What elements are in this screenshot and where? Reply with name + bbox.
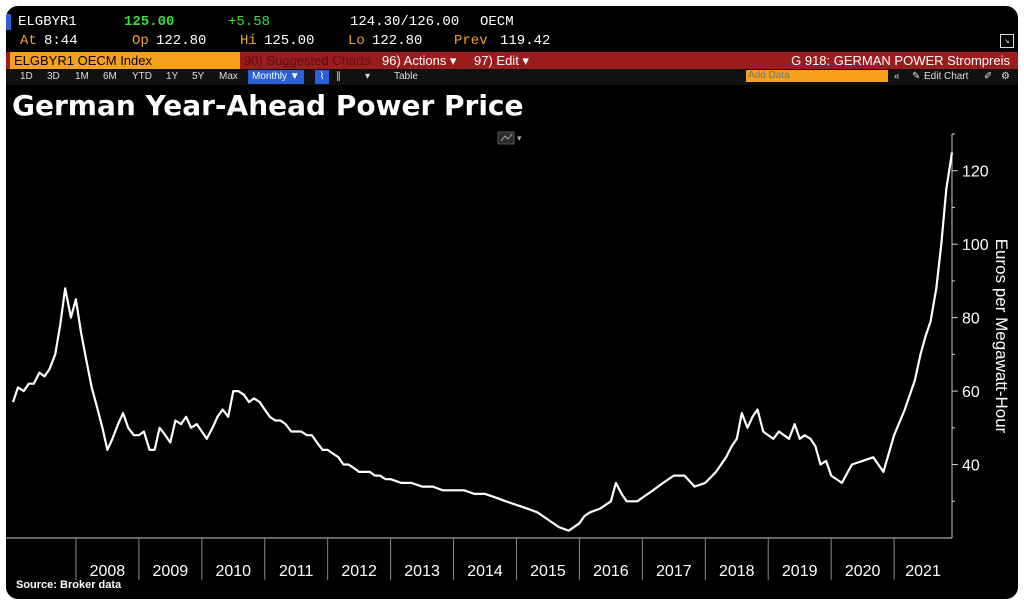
security-marker — [6, 14, 11, 30]
menu-bar: ELGBYR1 OECM Index 90) Suggested Charts … — [6, 52, 1018, 69]
series-line — [11, 152, 954, 532]
open-label: Op — [132, 33, 149, 49]
y-tick-label: 100 — [962, 237, 989, 254]
range-ytd[interactable]: YTD — [132, 71, 152, 82]
range-1y[interactable]: 1Y — [166, 71, 179, 82]
range-5y[interactable]: 5Y — [192, 71, 205, 82]
x-tick-label: 2016 — [593, 563, 629, 580]
add-data-input[interactable] — [746, 70, 888, 82]
x-tick-label: 2014 — [467, 563, 503, 580]
bid-ask: 124.30/126.00 — [350, 14, 460, 30]
y-tick-label: 80 — [962, 311, 980, 328]
frequency-dropdown[interactable]: Monthly ▼ — [248, 70, 304, 84]
range-max[interactable]: Max — [219, 71, 238, 82]
edit-menu[interactable]: 97) Edit ▾ — [474, 53, 529, 68]
y-tick-label: 120 — [962, 164, 989, 181]
x-tick-label: 2011 — [279, 563, 314, 580]
open-value: 122.80 — [156, 33, 207, 49]
x-tick-label: 2020 — [845, 563, 881, 580]
at-value: 8:44 — [44, 33, 78, 49]
prev-value: 119.42 — [500, 33, 551, 49]
x-tick-label: 2013 — [404, 563, 440, 580]
svg-text:▾: ▾ — [517, 134, 522, 144]
chart-type-icon[interactable]: ▾ — [497, 131, 522, 145]
source-note: Source: Broker data — [16, 579, 122, 591]
line-chart: ▾ 2008 2009 2010 2011 2012 2013 2014 2015 2016 20… — [6, 131, 1011, 580]
range-1m[interactable]: 1M — [75, 71, 89, 82]
function-name: G 918: GERMAN POWER Strompreis — [791, 53, 1010, 68]
exchange-code: OECM — [480, 14, 514, 30]
high-label: Hi — [240, 33, 257, 49]
export-icon[interactable]: ↘ — [1000, 34, 1014, 48]
range-3d[interactable]: 3D — [47, 71, 60, 82]
chart-title: German Year-Ahead Power Price — [12, 89, 524, 122]
x-tick-label: 2009 — [153, 563, 189, 580]
ticker[interactable]: ELGBYR1 — [18, 14, 77, 30]
collapse-icon[interactable]: « — [894, 71, 900, 82]
at-label: At — [20, 33, 37, 49]
last-price: 125.00 — [124, 14, 175, 30]
edit-chart-button[interactable]: Edit Chart — [924, 71, 969, 82]
terminal-window: ELGBYR1 125.00 +5.58 124.30/126.00 OECM … — [6, 6, 1018, 599]
range-1d[interactable]: 1D — [20, 71, 33, 82]
x-tick-label: 2015 — [530, 563, 566, 580]
price-change: +5.58 — [228, 14, 271, 30]
chevron-down-icon[interactable]: ▾ — [365, 71, 371, 82]
y-tick-label: 40 — [962, 458, 980, 475]
y-tick-label: 60 — [962, 384, 980, 401]
y-axis-label: Euros per Megawatt-Hour — [992, 239, 1011, 434]
x-tick-label: 2008 — [90, 563, 126, 580]
x-tick-label: 2018 — [719, 563, 755, 580]
gear-icon[interactable]: ⚙ — [1001, 71, 1010, 82]
x-tick-label: 2017 — [656, 563, 692, 580]
actions-menu[interactable]: 96) Actions ▾ — [382, 53, 457, 68]
low-value: 122.80 — [372, 33, 423, 49]
x-tick-label: 2019 — [782, 563, 818, 580]
security-field[interactable]: ELGBYR1 OECM Index — [10, 52, 240, 69]
edit-pencil-icon[interactable]: ✎ — [912, 71, 921, 82]
x-tick-label: 2021 — [905, 563, 941, 580]
chart-toolbar: 1D 3D 1M 6M YTD 1Y 5Y Max Monthly ▼ ⌇ ∥ … — [6, 69, 1018, 85]
low-label: Lo — [348, 33, 365, 49]
suggested-charts-menu[interactable]: 90) Suggested Charts — [244, 53, 371, 68]
settings-pencil-icon[interactable]: ✐ — [984, 71, 993, 82]
prev-label: Prev — [454, 33, 488, 49]
x-tick-label: 2010 — [215, 563, 251, 580]
high-value: 125.00 — [264, 33, 315, 49]
table-button[interactable]: Table — [394, 71, 418, 82]
bar-chart-icon[interactable]: ∥ — [336, 71, 341, 82]
x-tick-label: 2012 — [341, 563, 377, 580]
quote-line: ELGBYR1 125.00 +5.58 124.30/126.00 OECM — [6, 14, 1018, 30]
ohlc-line: At 8:44 Op 122.80 Hi 125.00 Lo 122.80 Pr… — [6, 33, 1018, 49]
range-6m[interactable]: 6M — [103, 71, 117, 82]
line-chart-icon[interactable]: ⌇ — [315, 70, 329, 84]
